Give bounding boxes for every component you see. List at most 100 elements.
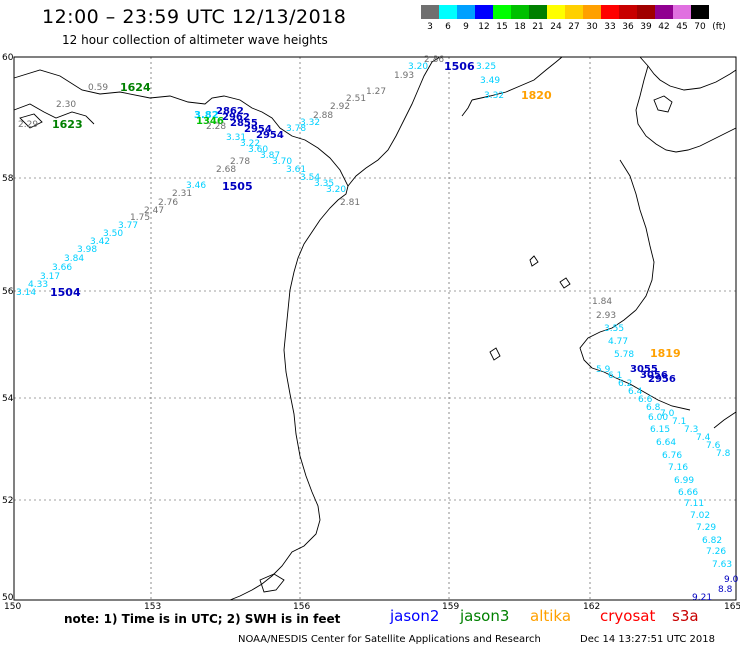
scale-swatch — [511, 5, 529, 19]
lon-label-162: 162 — [583, 602, 600, 612]
swh-value: 3.77 — [118, 221, 138, 231]
svg-text:2956: 2956 — [648, 374, 676, 385]
lat-label-54: 54 — [2, 394, 14, 404]
pass-time-label: 1820 — [521, 89, 552, 102]
swh-value: 3.32 — [484, 91, 504, 101]
swh-value: 0.59 — [88, 83, 108, 93]
scale-label: 39 — [640, 22, 652, 32]
swh-value: 2.51 — [346, 94, 366, 104]
swh-value: 1.27 — [366, 87, 386, 97]
svg-text:6.4: 6.4 — [628, 387, 643, 397]
color-scale — [421, 5, 709, 19]
pass-time-label: 1505 — [222, 180, 253, 193]
track-east: 1.84 2.93 3.55 4.77 5.78 6.15 6.64 6.76 … — [592, 297, 732, 603]
pass-time-label: 1506 — [444, 60, 475, 73]
swh-value: 6.76 — [662, 451, 682, 461]
track-nw: 0.59 2.30 2.29 1624 1623 — [18, 81, 151, 131]
scale-swatch — [547, 5, 565, 19]
scale-swatch — [475, 5, 493, 19]
svg-text:3055: 3055 — [630, 364, 658, 375]
svg-text:2855: 2855 — [230, 118, 258, 129]
scale-swatch — [439, 5, 457, 19]
svg-text:3056: 3056 — [640, 370, 668, 381]
swh-value: 2.81 — [340, 198, 360, 208]
lat-label-56: 56 — [2, 287, 14, 297]
scale-label: 70 — [694, 22, 706, 32]
swh-value: 3.25 — [476, 62, 496, 72]
scale-swatch — [673, 5, 691, 19]
svg-text:3.87: 3.87 — [260, 151, 280, 161]
svg-text:2862: 2862 — [216, 106, 244, 117]
legend-s3a: s3a — [672, 607, 699, 625]
svg-text:7.8: 7.8 — [716, 449, 731, 459]
credit-line: NOAA/NESDIS Center for Satellite Applica… — [238, 634, 541, 645]
swh-value: 2.93 — [596, 311, 616, 321]
scale-swatch — [619, 5, 637, 19]
map-frame — [13, 56, 737, 601]
swh-value: 6.64 — [656, 438, 676, 448]
pass-time-label: 1504 — [50, 286, 81, 299]
lon-label-156: 156 — [293, 602, 310, 612]
scale-label: 3 — [427, 22, 433, 32]
scale-label: 42 — [658, 22, 670, 32]
lon-label-150: 150 — [4, 602, 21, 612]
swh-value: 2.47 — [144, 206, 164, 216]
scale-swatch — [565, 5, 583, 19]
svg-text:6.8: 6.8 — [646, 403, 661, 413]
scale-label: 30 — [586, 22, 598, 32]
svg-text:2954: 2954 — [256, 130, 284, 141]
svg-text:6.6: 6.6 — [638, 395, 653, 405]
swh-value: 3.42 — [90, 237, 110, 247]
scale-swatch — [493, 5, 511, 19]
swh-value: 3.14 — [16, 288, 36, 298]
swh-value: 2.86 — [424, 55, 444, 65]
svg-text:7.1: 7.1 — [672, 417, 686, 427]
svg-text:3.82: 3.82 — [194, 110, 219, 121]
svg-text:7.0: 7.0 — [660, 409, 675, 419]
swh-value: 2.78 — [230, 157, 250, 167]
swh-value: 7.29 — [696, 523, 716, 533]
swh-value: 3.32 — [300, 118, 320, 128]
lat-label-60: 60 — [2, 53, 14, 63]
scale-swatch — [457, 5, 475, 19]
scale-label: 36 — [622, 22, 634, 32]
track-cluster-east: 3055 3056 2956 5.9 6.1 6.2 6.4 6.6 6.8 7… — [596, 364, 739, 595]
map-title: 12:00 – 23:59 UTC 12/13/2018 — [42, 6, 347, 28]
swh-value: 3.55 — [604, 324, 624, 334]
swh-value: 3.78 — [286, 124, 306, 134]
swh-value: 6.66 — [678, 488, 698, 498]
svg-text:2.28: 2.28 — [206, 122, 226, 132]
legend-cryosat: cryosat — [600, 607, 656, 625]
swh-value: 2.29 — [18, 120, 38, 130]
pass-time-label: 1624 — [120, 81, 151, 94]
scale-swatch — [583, 5, 601, 19]
pass-time-label: 1819 — [650, 347, 681, 360]
scale-label: 27 — [568, 22, 580, 32]
svg-text:2962: 2962 — [222, 112, 250, 123]
svg-text:3.20: 3.20 — [326, 185, 346, 195]
coastline — [13, 56, 737, 601]
swh-value: 1.93 — [394, 71, 414, 81]
legend-jason2: jason2 — [390, 607, 440, 625]
svg-text:9.0: 9.0 — [724, 575, 739, 585]
svg-text:3.54: 3.54 — [300, 173, 320, 183]
svg-text:3.35: 3.35 — [314, 179, 334, 189]
scale-label: 9 — [463, 22, 469, 32]
axis-labels: 60 58 56 54 52 50 150 153 156 159 162 16… — [2, 53, 740, 612]
track-southwest: 2.78 2.68 2.31 2.76 2.47 1.75 2.81 3.46 … — [16, 157, 360, 299]
svg-text:7.4: 7.4 — [696, 433, 711, 443]
scale-label: 24 — [550, 22, 562, 32]
svg-text:2954: 2954 — [244, 124, 272, 135]
swh-value: 7.26 — [706, 547, 726, 557]
swh-value: 2.68 — [216, 165, 236, 175]
svg-text:3.70: 3.70 — [272, 157, 292, 167]
swh-value: 3.98 — [77, 245, 97, 255]
svg-text:6.2: 6.2 — [618, 379, 632, 389]
swh-value: 2.88 — [313, 111, 333, 121]
footnote: note: 1) Time is in UTC; 2) SWH is in fe… — [64, 612, 341, 626]
map-subtitle: 12 hour collection of altimeter wave hei… — [62, 33, 328, 47]
scale-swatch — [421, 5, 439, 19]
legend-jason3: jason3 — [460, 607, 510, 625]
scale-unit: (ft) — [712, 22, 726, 32]
